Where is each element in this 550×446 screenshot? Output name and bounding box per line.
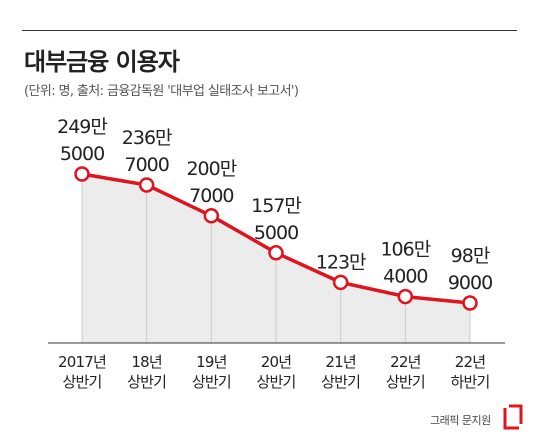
data-label: 4000 bbox=[383, 266, 427, 288]
x-tick-label: 20년 bbox=[261, 353, 292, 371]
x-tick-label: 18년 bbox=[131, 353, 162, 371]
data-label: 98만 bbox=[451, 245, 490, 267]
graphic-credit: 그래픽 문지원 bbox=[430, 414, 491, 427]
data-point bbox=[203, 208, 220, 224]
data-label: 123만 bbox=[316, 251, 366, 273]
data-label: 7000 bbox=[189, 185, 233, 207]
x-tick-label: 하반기 bbox=[450, 373, 489, 391]
data-label: 106만 bbox=[380, 239, 430, 261]
x-tick-label: 19년 bbox=[196, 353, 227, 371]
data-label: 5000 bbox=[254, 222, 298, 244]
x-tick-label: 상반기 bbox=[127, 373, 166, 391]
data-label: 9000 bbox=[448, 272, 492, 294]
x-tick-label: 상반기 bbox=[62, 373, 101, 391]
data-point bbox=[268, 245, 284, 261]
x-tick-label: 22년 bbox=[455, 353, 486, 371]
data-label: 157만 bbox=[251, 195, 301, 217]
data-point bbox=[332, 274, 349, 291]
x-tick-label: 상반기 bbox=[321, 373, 360, 391]
chart-title: 대부금융 이용자 bbox=[24, 48, 180, 76]
data-label: 236만 bbox=[122, 127, 172, 149]
data-label: 7000 bbox=[124, 154, 168, 176]
data-point bbox=[462, 295, 478, 311]
data-point bbox=[74, 166, 90, 182]
x-tick-label: 22년 bbox=[390, 353, 421, 371]
x-tick-label: 상반기 bbox=[256, 373, 295, 391]
x-tick-label: 상반기 bbox=[192, 373, 231, 391]
top-rule bbox=[22, 30, 517, 31]
brand-logo-icon bbox=[503, 404, 523, 430]
chart-subtitle: (단위: 명, 출처: 금융감독원 '대부업 실태조사 보고서') bbox=[24, 84, 299, 99]
data-point bbox=[397, 288, 414, 305]
x-tick-label: 2017년 bbox=[58, 353, 106, 371]
data-label: 5000 bbox=[60, 143, 104, 165]
data-label: 200만 bbox=[186, 158, 236, 180]
data-label: 249만 bbox=[57, 116, 107, 138]
x-tick-label: 상반기 bbox=[386, 373, 425, 391]
data-point bbox=[138, 177, 155, 193]
x-tick-label: 21년 bbox=[325, 353, 356, 371]
